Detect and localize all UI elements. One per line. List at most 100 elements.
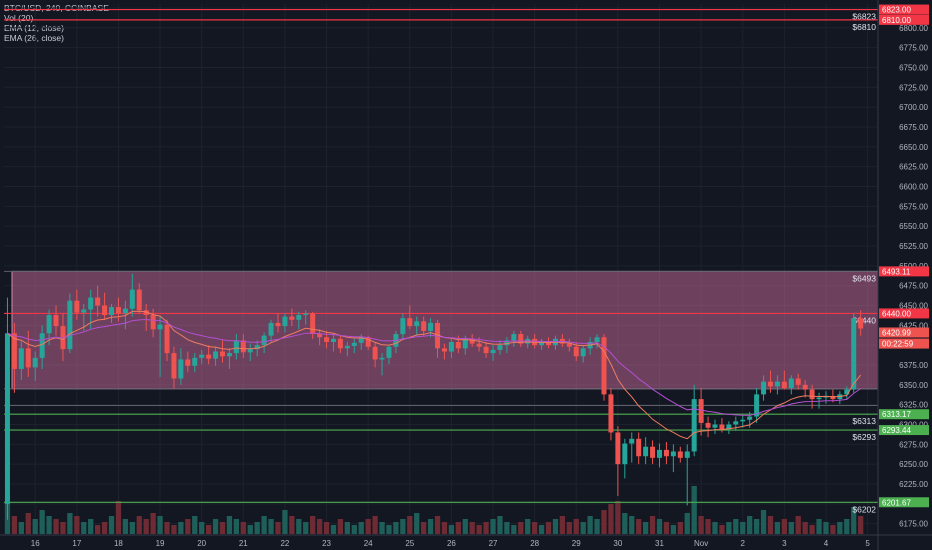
volume-bar <box>545 522 552 534</box>
resistance-label: $6823 <box>852 12 876 22</box>
volume-bar <box>434 516 441 534</box>
volume-bar <box>129 522 135 534</box>
volume-bar <box>143 519 149 534</box>
volume-bar <box>469 522 475 534</box>
candle-body <box>504 340 510 346</box>
candle-body <box>11 333 17 369</box>
volume-bars <box>4 486 864 534</box>
volume-bar <box>95 525 101 534</box>
volume-bar <box>414 513 420 534</box>
x-tick-label: 28 <box>530 539 539 548</box>
candle-body <box>261 335 267 346</box>
price-tag <box>879 425 929 436</box>
candle-body <box>178 359 184 379</box>
volume-bar <box>684 513 690 534</box>
price-tag <box>879 327 929 338</box>
volume-bar <box>733 519 739 534</box>
volume-bar <box>81 522 87 534</box>
y-tick-label: 6350.00 <box>899 381 928 390</box>
candle-body <box>109 307 115 316</box>
volume-bar <box>518 522 524 534</box>
y-tick-label: 6800.00 <box>899 24 928 33</box>
volume-bar <box>532 522 538 534</box>
volume-bar <box>649 516 656 534</box>
candle-body <box>511 334 517 341</box>
candle-body <box>164 324 170 354</box>
y-tick-label: 6500.00 <box>899 262 928 271</box>
candle-body <box>81 309 87 313</box>
volume-bar <box>205 525 212 534</box>
candle-body <box>483 346 489 354</box>
volume-bar <box>788 522 794 534</box>
volume-bar <box>608 504 614 534</box>
volume-bar <box>296 519 302 534</box>
volume-bar <box>261 516 267 534</box>
x-tick-label: 26 <box>447 539 456 548</box>
volume-bar <box>226 516 233 534</box>
ema12-line <box>7 310 862 440</box>
candle-body <box>192 357 198 366</box>
candle-body <box>448 341 454 352</box>
price-tag <box>879 266 929 277</box>
volume-bar <box>32 519 38 534</box>
volume-bar <box>199 522 205 534</box>
candle-body <box>663 449 669 457</box>
candle-body <box>636 438 642 457</box>
volume-bar <box>240 522 246 534</box>
volume-bar <box>268 519 274 534</box>
y-tick-label: 6275.00 <box>899 440 928 449</box>
volume-bar <box>351 525 357 534</box>
volume-bar <box>719 525 725 534</box>
candle-body <box>657 449 662 458</box>
price-tag <box>879 4 929 15</box>
x-tick-label: 24 <box>364 539 373 548</box>
time-axis[interactable]: 16 17 18 19 20 21 22 23 24 25 26 27 28 29 30 31 Nov 2 3 4 5 <box>0 534 932 548</box>
price-tag <box>879 338 929 349</box>
volume-bar <box>622 513 628 534</box>
volume-bar <box>587 516 593 534</box>
candle-body <box>622 443 628 465</box>
resistance-label: $6440 <box>852 315 876 325</box>
candle-body <box>615 432 621 465</box>
x-tick-label: 31 <box>655 539 664 548</box>
volume-bar <box>330 525 337 534</box>
volume-bar <box>615 501 621 534</box>
volume-bar <box>552 519 559 534</box>
volume-bar <box>25 513 31 534</box>
support-label: $6313 <box>852 416 876 426</box>
volume-bar <box>566 522 572 534</box>
volume-bar <box>108 516 115 534</box>
volume-bar <box>212 519 219 534</box>
volume-bar <box>601 510 607 534</box>
candle-body <box>102 305 108 316</box>
candle-body <box>712 424 718 428</box>
volume-bar <box>282 510 288 534</box>
volume-bar <box>851 507 857 534</box>
volume-bar <box>254 522 260 534</box>
x-tick-label: 20 <box>197 539 206 548</box>
volume-bar <box>747 516 753 534</box>
volume-bar <box>310 516 316 534</box>
volume-bar <box>157 516 163 534</box>
candle-body <box>691 399 697 452</box>
candle-body <box>115 307 121 314</box>
candle-body <box>275 322 281 327</box>
candle-body <box>726 424 732 430</box>
candle-body <box>795 378 801 385</box>
x-tick-label: 29 <box>572 539 581 548</box>
volume-bar <box>46 516 52 534</box>
candle-body <box>435 322 441 349</box>
candle-body <box>421 321 427 331</box>
volume-bar <box>629 516 635 534</box>
price-zone <box>11 270 879 390</box>
volume-bar <box>795 516 801 534</box>
volume-bar <box>448 525 455 534</box>
price-tag <box>879 308 929 319</box>
candle-body <box>25 348 31 368</box>
volume-bar <box>441 522 448 534</box>
volume-bar <box>233 519 240 534</box>
price-tag-text: 6810.00 <box>882 16 911 25</box>
volume-bar <box>767 516 774 534</box>
volume-bar <box>386 525 392 534</box>
